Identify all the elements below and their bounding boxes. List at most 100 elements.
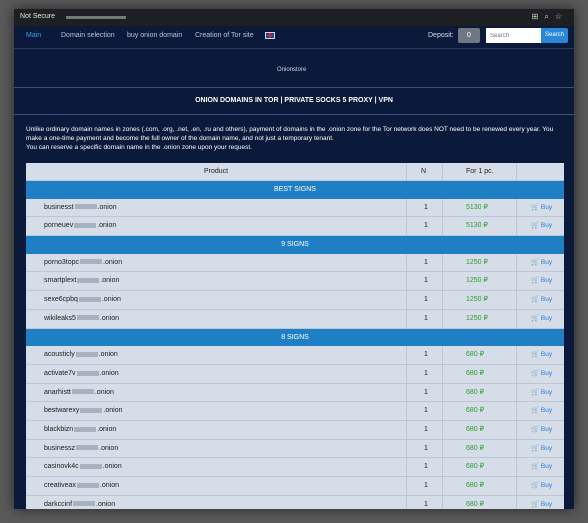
price-value: 680	[466, 407, 478, 415]
price-value: 680	[466, 500, 478, 508]
section-header: 9 SIGNS	[26, 236, 564, 254]
domain-name: sexe6cpbq .onion	[44, 291, 121, 308]
quantity: 1	[424, 258, 428, 266]
table-row: anarhistt .onion 1 680 ₽ 🛒 Buy	[26, 383, 564, 403]
domain-prefix: businesst	[44, 203, 74, 211]
toolbar-icons[interactable]: ⊞⌕☆	[531, 12, 568, 21]
price: 680 ₽	[466, 365, 484, 382]
currency-symbol: ₽	[479, 351, 485, 359]
section-header: BEST SIGNS	[26, 181, 564, 199]
masked-text	[79, 463, 102, 469]
currency-symbol: ₽	[483, 203, 488, 211]
currency-symbol: ₽	[483, 277, 488, 285]
buy-button[interactable]: 🛒 Buy	[531, 291, 552, 308]
domain-prefix: casinovk4c	[44, 463, 79, 471]
currency-symbol: ₽	[479, 444, 485, 452]
masked-text	[80, 259, 103, 265]
masked-text	[74, 204, 97, 210]
cart-icon: 🛒	[531, 222, 540, 230]
cart-icon: 🛒	[531, 444, 540, 452]
price: 680 ₽	[466, 458, 484, 475]
buy-label: Buy	[540, 351, 553, 359]
buy-button[interactable]: 🛒 Buy	[531, 365, 552, 382]
buy-button[interactable]: 🛒 Buy	[531, 254, 552, 271]
masked-text	[73, 501, 96, 507]
table-header-row: Product N For 1 pc.	[26, 163, 564, 181]
buy-button[interactable]: 🛒 Buy	[531, 199, 552, 216]
buy-label: Buy	[540, 296, 553, 304]
masked-text	[74, 426, 97, 432]
masked-text	[75, 351, 98, 357]
uk-flag-icon[interactable]	[265, 32, 275, 39]
security-indicator[interactable]: Not Secure	[20, 13, 56, 20]
domain-prefix: activate7v	[44, 369, 76, 377]
domain-prefix: wikileaks5	[44, 314, 76, 322]
table-row: businessz .onion 1 680 ₽ 🛒 Buy	[26, 439, 564, 459]
browser-window: Not Secure ⊞⌕☆ Main Domain selection buy…	[14, 9, 574, 509]
deposit-value[interactable]: 0	[458, 28, 480, 43]
masked-text	[76, 445, 99, 451]
buy-label: Buy	[540, 258, 553, 266]
buy-button[interactable]: 🛒 Buy	[531, 458, 552, 475]
domain-suffix: .onion	[102, 463, 122, 471]
quantity: 1	[424, 296, 428, 304]
price: 680 ₽	[466, 421, 484, 438]
nav-item-buy-onion-domain[interactable]: buy onion domain	[127, 32, 183, 39]
domain-name: anarhistt .onion	[44, 384, 114, 401]
quantity: 1	[424, 369, 428, 377]
price-value: 1250	[466, 277, 482, 285]
search-input[interactable]	[486, 28, 541, 43]
domain-suffix: .onion	[103, 258, 123, 266]
buy-button[interactable]: 🛒 Buy	[531, 496, 552, 509]
nav-item-main[interactable]: Main	[26, 32, 42, 39]
buy-label: Buy	[540, 407, 553, 415]
buy-label: Buy	[540, 277, 553, 285]
domain-suffix: .onion	[97, 203, 117, 211]
table-row: porno3topc .onion 1 1250 ₽ 🛒 Buy	[26, 253, 564, 273]
domain-name: businesst .onion	[44, 199, 117, 216]
price: 1250 ₽	[466, 254, 488, 271]
buy-label: Buy	[540, 463, 553, 471]
masked-text	[71, 389, 94, 395]
buy-button[interactable]: 🛒 Buy	[531, 402, 552, 419]
domain-prefix: blackbizn	[44, 425, 74, 433]
price-value: 680	[466, 425, 478, 433]
buy-label: Buy	[540, 369, 553, 377]
currency-symbol: ₽	[479, 425, 485, 433]
domain-prefix: businessz	[44, 444, 76, 452]
buy-button[interactable]: 🛒 Buy	[531, 310, 552, 327]
domain-name: creativeax .onion	[44, 477, 119, 494]
masked-text	[76, 370, 99, 376]
price: 680 ₽	[466, 346, 484, 363]
currency-symbol: ₽	[479, 482, 485, 489]
price-value: 1250	[466, 314, 482, 322]
price-value: 5130	[466, 203, 482, 211]
price: 680 ₽	[466, 402, 484, 419]
buy-button[interactable]: 🛒 Buy	[531, 272, 552, 289]
logo[interactable]: Onionstore	[277, 67, 307, 73]
description-line: make a one-time payment and become the f…	[26, 135, 334, 142]
buy-button[interactable]: 🛒 Buy	[531, 440, 552, 457]
domain-prefix: bestwarexy	[44, 407, 80, 415]
currency-symbol: ₽	[479, 500, 485, 508]
price: 1250 ₽	[466, 272, 488, 289]
buy-button[interactable]: 🛒 Buy	[531, 384, 552, 401]
nav-item-creation-tor-site[interactable]: Creation of Tor site	[195, 32, 254, 39]
buy-label: Buy	[540, 222, 553, 230]
currency-symbol: ₽	[479, 407, 485, 415]
nav-item-domain-selection[interactable]: Domain selection	[61, 32, 115, 39]
quantity: 1	[424, 222, 428, 230]
buy-button[interactable]: 🛒 Buy	[531, 477, 552, 494]
buy-button[interactable]: 🛒 Buy	[531, 421, 552, 438]
search-button[interactable]: Search	[541, 28, 568, 43]
price-value: 680	[466, 388, 478, 396]
cart-icon: 🛒	[531, 277, 540, 285]
buy-label: Buy	[540, 314, 553, 322]
quantity: 1	[424, 425, 428, 433]
header-n: N	[421, 168, 427, 175]
currency-symbol: ₽	[483, 222, 488, 230]
buy-button[interactable]: 🛒 Buy	[531, 217, 552, 234]
buy-button[interactable]: 🛒 Buy	[531, 346, 552, 363]
url-bar[interactable]	[66, 16, 126, 19]
divider	[14, 114, 574, 115]
